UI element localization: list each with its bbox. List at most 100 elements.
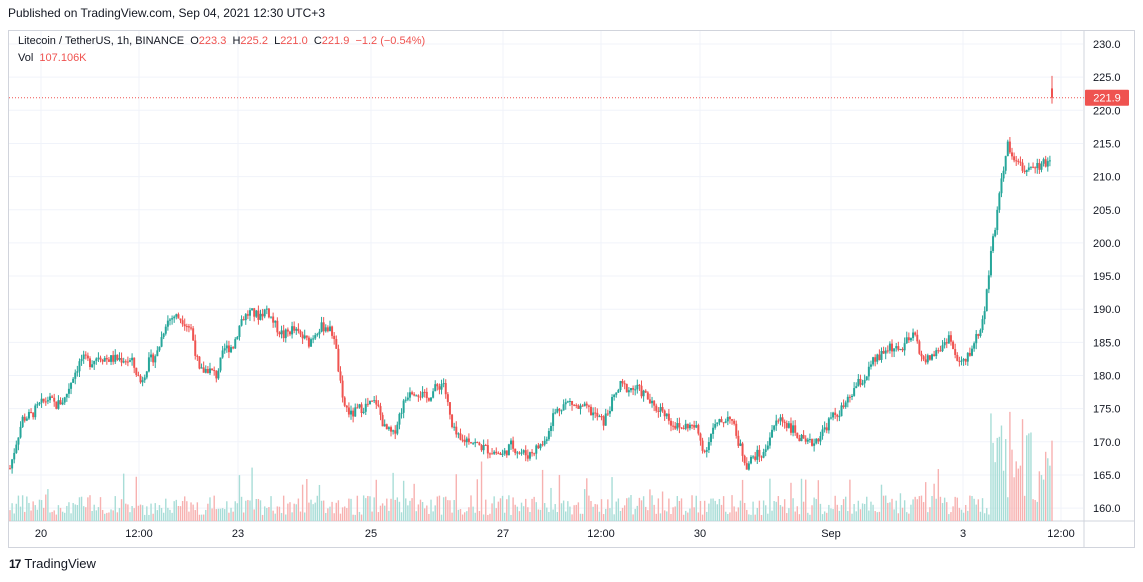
candle-body bbox=[758, 449, 761, 457]
candle-body bbox=[179, 318, 182, 321]
candle-body bbox=[880, 350, 883, 360]
x-tick-label: 23 bbox=[232, 528, 244, 540]
volume-bar bbox=[525, 498, 527, 521]
volume-bar bbox=[1013, 477, 1015, 521]
candle-body bbox=[67, 388, 70, 394]
candle-body bbox=[284, 329, 287, 339]
candle-body bbox=[945, 342, 948, 344]
candle-body bbox=[998, 193, 1001, 210]
volume-bar bbox=[971, 496, 973, 521]
candle-body bbox=[316, 334, 319, 336]
volume-bar bbox=[1011, 449, 1013, 521]
candle-body bbox=[318, 331, 321, 335]
volume-bar bbox=[765, 505, 767, 521]
candle-body bbox=[162, 333, 165, 338]
volume-bar bbox=[238, 475, 241, 521]
candle-body bbox=[373, 400, 376, 402]
candle-body bbox=[286, 329, 289, 332]
candle-body bbox=[259, 313, 262, 320]
volume-bar bbox=[491, 503, 493, 521]
candle-body bbox=[859, 378, 862, 385]
volume-bar bbox=[131, 506, 133, 521]
chart-frame[interactable] bbox=[8, 30, 1135, 548]
volume-bar bbox=[139, 504, 142, 521]
candle-body bbox=[726, 416, 729, 422]
volume-bar bbox=[232, 511, 234, 521]
volume-bar bbox=[541, 469, 544, 521]
volume-bar bbox=[358, 511, 361, 521]
volume-bar bbox=[588, 495, 590, 521]
candle-body bbox=[571, 401, 574, 405]
candle-body bbox=[882, 350, 885, 354]
volume-bar bbox=[434, 505, 436, 521]
volume-bar bbox=[908, 513, 910, 521]
candle-body bbox=[792, 425, 795, 433]
volume-bar bbox=[609, 508, 611, 521]
volume-bar bbox=[518, 511, 521, 521]
candle-body bbox=[394, 430, 397, 434]
candle-body bbox=[691, 424, 694, 426]
volume-bar bbox=[901, 507, 904, 521]
tradingview-logo[interactable]: 17 TradingView bbox=[9, 556, 96, 571]
volume-bar bbox=[828, 504, 830, 521]
volume-bar bbox=[718, 498, 721, 521]
candle-body bbox=[345, 405, 348, 408]
volume-bar bbox=[750, 514, 752, 521]
volume-bar bbox=[415, 511, 417, 521]
candle-body bbox=[556, 408, 559, 413]
candle-body bbox=[107, 359, 110, 362]
volume-bar bbox=[369, 496, 371, 521]
y-tick-label: 190.0 bbox=[1093, 304, 1121, 316]
volume-bar bbox=[78, 497, 81, 521]
volume-bar bbox=[499, 498, 502, 521]
candle-body bbox=[846, 396, 849, 403]
volume-bar bbox=[400, 512, 403, 521]
volume-bar bbox=[899, 493, 902, 521]
volume-bar bbox=[186, 501, 188, 521]
volume-bar bbox=[533, 496, 535, 521]
x-tick-label: 3 bbox=[960, 528, 966, 540]
candle-body bbox=[192, 328, 195, 341]
high-label: H bbox=[232, 35, 241, 47]
candle-body bbox=[1038, 162, 1041, 170]
volume-bar bbox=[245, 500, 247, 521]
volume-bar bbox=[293, 503, 295, 521]
volume-bar bbox=[889, 502, 891, 521]
candle-body bbox=[339, 371, 342, 381]
candle-body bbox=[9, 468, 11, 470]
candle-body bbox=[533, 453, 536, 455]
candle-body bbox=[771, 429, 774, 438]
volume-bar bbox=[794, 511, 796, 521]
candle-body bbox=[185, 326, 188, 328]
candle-body bbox=[651, 400, 654, 404]
candle-body bbox=[379, 406, 382, 415]
volume-bar bbox=[36, 509, 39, 521]
candle-body bbox=[1023, 170, 1026, 173]
candle-body bbox=[288, 331, 291, 335]
candle-body bbox=[947, 335, 950, 344]
volume-bar bbox=[402, 480, 405, 521]
candle-body bbox=[301, 334, 304, 339]
candle-body bbox=[764, 449, 767, 452]
volume-bar bbox=[657, 498, 660, 521]
volume-bar bbox=[497, 501, 500, 521]
volume-bar bbox=[144, 514, 146, 521]
candle-body bbox=[912, 332, 915, 339]
volume-bar bbox=[17, 495, 20, 521]
candle-body bbox=[295, 328, 298, 331]
volume-bar bbox=[1040, 474, 1043, 521]
volume-bar bbox=[459, 508, 462, 521]
candle-body bbox=[227, 345, 230, 353]
volume-bar bbox=[419, 499, 422, 521]
symbol-label[interactable]: Litecoin / TetherUS, 1h, BINANCE bbox=[18, 35, 185, 47]
volume-bar bbox=[613, 514, 615, 521]
volume-bar bbox=[596, 504, 599, 521]
volume-bar bbox=[885, 495, 887, 521]
volume-bar bbox=[714, 500, 716, 521]
volume-bar bbox=[482, 514, 485, 521]
volume-bar bbox=[70, 513, 72, 521]
candle-body bbox=[38, 402, 41, 405]
candle-body bbox=[276, 320, 279, 333]
volume-bar bbox=[80, 496, 83, 521]
